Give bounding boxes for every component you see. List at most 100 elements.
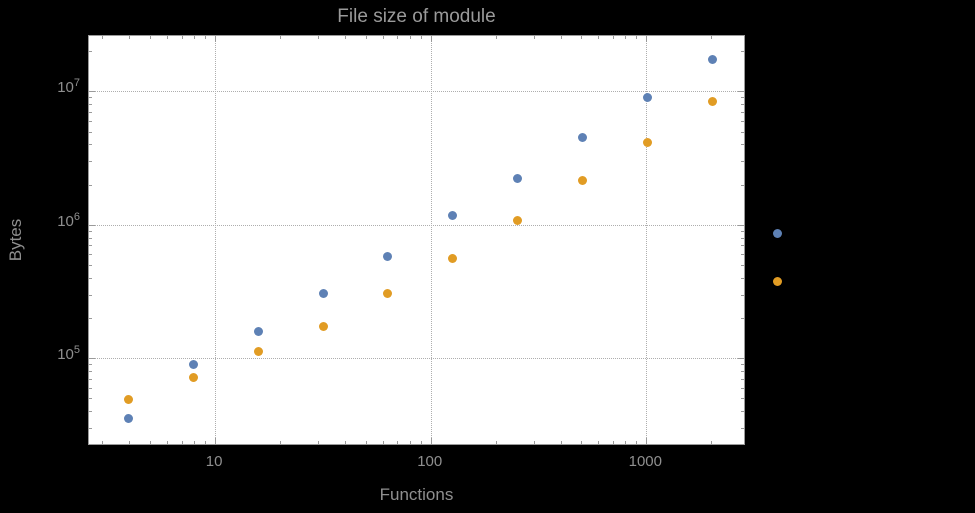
y-tick	[741, 144, 744, 146]
data-point-series-orange	[188, 373, 198, 383]
x-tick	[581, 441, 583, 444]
x-tick	[382, 441, 384, 444]
data-point-series-blue	[513, 173, 523, 183]
data-point-series-orange	[448, 253, 458, 263]
x-tick	[129, 441, 131, 444]
data-point-series-orange	[253, 347, 263, 357]
x-tick	[646, 36, 648, 42]
y-gridline	[89, 91, 744, 93]
x-tick	[344, 441, 346, 444]
y-tick	[741, 277, 744, 279]
y-tick	[741, 318, 744, 320]
y-tick	[741, 371, 744, 373]
y-tick-exponent: 6	[73, 210, 80, 223]
y-axis-label: Bytes	[6, 218, 25, 262]
x-tick	[533, 441, 535, 444]
y-tick	[741, 51, 744, 53]
y-tick	[89, 254, 92, 256]
x-tick	[181, 36, 183, 39]
x-tick	[317, 441, 319, 444]
data-point-series-blue	[707, 55, 717, 65]
y-tick	[89, 144, 92, 146]
y-tick-exponent: 5	[73, 344, 80, 357]
x-tick	[646, 438, 648, 444]
x-tick	[102, 36, 104, 39]
y-tick	[89, 428, 92, 430]
x-tick	[495, 441, 497, 444]
x-tick	[711, 441, 713, 444]
data-point-series-orange	[318, 322, 328, 331]
x-tick	[167, 36, 169, 39]
y-tick	[741, 112, 744, 114]
x-tick	[495, 36, 497, 39]
y-tick	[89, 294, 92, 296]
y-tick	[741, 294, 744, 296]
x-tick	[430, 36, 432, 42]
y-tick	[89, 371, 92, 373]
x-tick	[533, 36, 535, 39]
y-tick	[741, 184, 744, 186]
x-tick	[102, 441, 104, 444]
data-point-series-orange	[643, 137, 653, 147]
x-tick	[280, 36, 282, 39]
y-tick-base: 10	[57, 79, 74, 97]
y-tick	[89, 120, 92, 122]
data-point-series-blue	[253, 327, 263, 337]
x-tick	[598, 441, 600, 444]
x-tick	[344, 36, 346, 39]
x-tick	[397, 441, 399, 444]
y-tick	[89, 245, 92, 247]
x-tick	[625, 36, 627, 39]
x-tick-label: 100	[417, 453, 443, 470]
y-gridline	[89, 358, 744, 360]
x-tick	[711, 36, 713, 39]
x-tick-label: 10	[205, 453, 223, 470]
data-point-series-blue	[643, 93, 653, 103]
y-tick	[741, 120, 744, 122]
y-tick-label: 107	[0, 78, 80, 97]
y-tick	[89, 237, 92, 239]
y-tick-label: 105	[0, 344, 80, 364]
y-tick	[89, 161, 92, 163]
y-tick	[89, 378, 92, 380]
y-tick	[89, 398, 92, 400]
y-tick	[89, 387, 92, 389]
y-tick	[89, 131, 92, 133]
data-point-series-orange	[707, 97, 717, 107]
x-axis-label: Functions	[379, 485, 454, 504]
y-gridline	[89, 224, 744, 226]
x-tick	[409, 441, 411, 444]
y-tick	[741, 378, 744, 380]
y-tick	[741, 245, 744, 247]
data-point-series-blue	[578, 133, 588, 143]
x-tick-label: 1000	[628, 453, 662, 470]
data-point-series-blue	[383, 251, 393, 261]
y-tick	[741, 364, 744, 366]
y-tick-label: 106	[0, 210, 80, 230]
x-tick	[365, 36, 367, 39]
x-tick	[129, 36, 131, 39]
x-tick	[150, 36, 152, 39]
y-tick	[741, 254, 744, 256]
y-tick	[741, 411, 744, 413]
y-tick	[741, 428, 744, 430]
x-tick	[598, 36, 600, 39]
x-tick	[420, 36, 422, 39]
y-tick	[89, 51, 92, 53]
chart-title: File size of module	[337, 6, 496, 27]
y-tick	[741, 398, 744, 400]
x-tick	[317, 36, 319, 39]
y-tick	[741, 387, 744, 389]
y-tick	[89, 184, 92, 186]
x-tick	[365, 441, 367, 444]
x-tick	[205, 36, 207, 39]
y-tick	[738, 358, 744, 360]
data-point-series-orange	[578, 176, 588, 186]
y-tick	[89, 97, 92, 99]
y-tick	[741, 264, 744, 266]
x-tick	[181, 441, 183, 444]
y-tick	[89, 364, 92, 366]
x-gridline	[646, 36, 648, 444]
x-tick	[215, 438, 217, 444]
x-tick	[581, 36, 583, 39]
